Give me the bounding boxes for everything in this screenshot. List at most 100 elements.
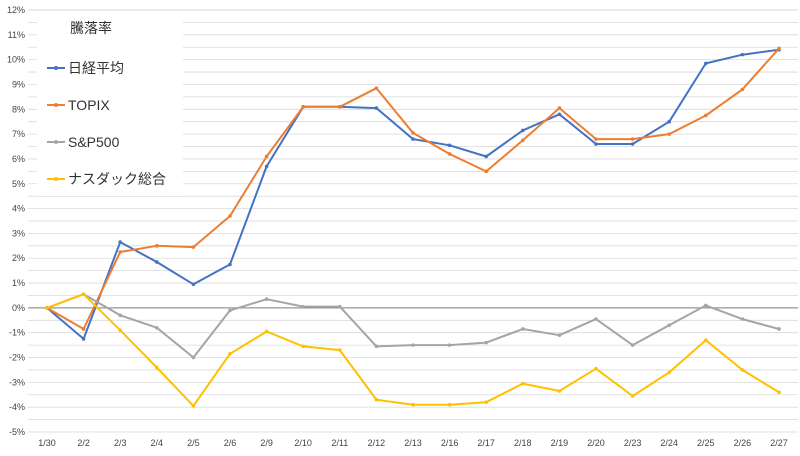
x-tick-label: 1/30 xyxy=(38,438,56,448)
x-tick-label: 2/18 xyxy=(514,438,532,448)
data-point xyxy=(228,308,232,313)
data-point xyxy=(338,304,342,309)
y-tick-label: 6% xyxy=(12,154,25,164)
x-tick-label: 2/4 xyxy=(151,438,164,448)
data-point xyxy=(704,113,708,118)
data-point xyxy=(740,87,745,92)
data-point xyxy=(557,106,562,110)
data-point xyxy=(557,389,562,393)
data-point xyxy=(740,317,745,321)
x-tick-label: 2/10 xyxy=(294,438,312,448)
data-point xyxy=(228,352,232,356)
x-tick-label: 2/5 xyxy=(187,438,200,448)
data-point xyxy=(411,131,415,135)
data-point xyxy=(411,137,415,141)
x-tick-label: 2/12 xyxy=(368,438,386,448)
legend-swatch-marker xyxy=(54,140,58,144)
data-point xyxy=(191,355,196,360)
data-point xyxy=(118,250,122,254)
data-point xyxy=(557,333,562,337)
legend-items: 日経平均 TOPIX S&P500 ナスダック総合 xyxy=(47,60,166,187)
data-point xyxy=(191,282,196,287)
data-point xyxy=(557,112,562,117)
data-point xyxy=(264,154,269,159)
y-tick-label: -2% xyxy=(9,353,25,363)
data-point xyxy=(155,325,159,330)
data-point xyxy=(447,343,452,347)
data-point xyxy=(338,105,342,109)
data-point xyxy=(484,340,489,345)
legend-label: 日経平均 xyxy=(68,60,124,76)
x-tick-label: 2/9 xyxy=(260,438,273,448)
data-point xyxy=(118,328,122,333)
data-point xyxy=(447,402,452,407)
data-point xyxy=(740,52,745,57)
x-tick-label: 2/25 xyxy=(697,438,715,448)
data-point xyxy=(374,86,379,90)
y-tick-label: 8% xyxy=(12,104,25,114)
legend-background xyxy=(37,18,183,196)
x-tick-label: 2/11 xyxy=(331,438,348,448)
y-tick-label: 12% xyxy=(7,5,25,15)
y-tick-label: 11% xyxy=(8,30,25,40)
data-point xyxy=(777,390,781,395)
data-point xyxy=(594,317,598,321)
data-point xyxy=(704,338,708,342)
legend-swatch-marker xyxy=(54,177,58,181)
series-line xyxy=(46,293,780,407)
data-point xyxy=(704,303,708,308)
y-tick-label: -3% xyxy=(9,377,25,387)
data-point xyxy=(155,244,159,248)
x-tick-label: 2/6 xyxy=(224,438,237,448)
x-tick-label: 2/23 xyxy=(624,438,642,448)
x-tick-label: 2/27 xyxy=(770,438,788,448)
x-tick-label: 2/3 xyxy=(114,438,127,448)
data-point xyxy=(667,370,671,375)
legend-title: 騰落率 xyxy=(70,20,112,36)
data-point xyxy=(228,262,232,267)
legend-label: S&P500 xyxy=(68,134,120,150)
data-point xyxy=(667,323,671,328)
data-point xyxy=(667,119,671,124)
data-point xyxy=(155,260,159,264)
x-tick-label: 2/26 xyxy=(734,438,752,448)
series-lines xyxy=(45,46,781,408)
x-tick-label: 2/24 xyxy=(660,438,678,448)
data-point xyxy=(264,329,269,334)
x-tick-label: 2/16 xyxy=(441,438,459,448)
data-point xyxy=(594,137,598,141)
data-point xyxy=(704,61,708,66)
y-tick-label: 1% xyxy=(12,278,25,288)
y-tick-label: 9% xyxy=(12,79,25,89)
data-point xyxy=(228,214,232,218)
data-point xyxy=(338,348,342,352)
legend-label: TOPIX xyxy=(68,97,110,113)
legend-swatch-marker xyxy=(54,103,58,107)
data-point xyxy=(118,240,122,244)
data-point xyxy=(594,366,598,371)
data-point xyxy=(594,142,598,146)
legend: 騰落率 日経平均 TOPIX S&P500 ナスダック総合 xyxy=(37,18,183,196)
data-point xyxy=(81,327,86,331)
data-point xyxy=(264,297,269,301)
data-point xyxy=(411,343,415,347)
data-point xyxy=(447,152,452,156)
data-point xyxy=(374,344,379,349)
y-tick-label: 5% xyxy=(12,179,25,189)
x-axis-tick-labels: 1/30 2/2 2/3 2/4 2/5 2/6 2/9 2/10 2/11 2/12 2/13 2/… xyxy=(38,438,788,448)
x-tick-label: 2/17 xyxy=(477,438,495,448)
data-point xyxy=(630,137,635,141)
data-point xyxy=(521,138,525,143)
data-point xyxy=(777,327,781,331)
data-point xyxy=(301,304,306,309)
data-point xyxy=(155,365,159,370)
data-point xyxy=(740,368,745,372)
data-point xyxy=(118,313,122,318)
data-point xyxy=(264,164,269,169)
legend-label: ナスダック総合 xyxy=(68,171,166,187)
data-point xyxy=(630,394,635,398)
data-point xyxy=(521,128,525,133)
x-tick-label: 2/20 xyxy=(587,438,605,448)
data-point xyxy=(191,404,196,408)
x-tick-label: 2/13 xyxy=(404,438,422,448)
